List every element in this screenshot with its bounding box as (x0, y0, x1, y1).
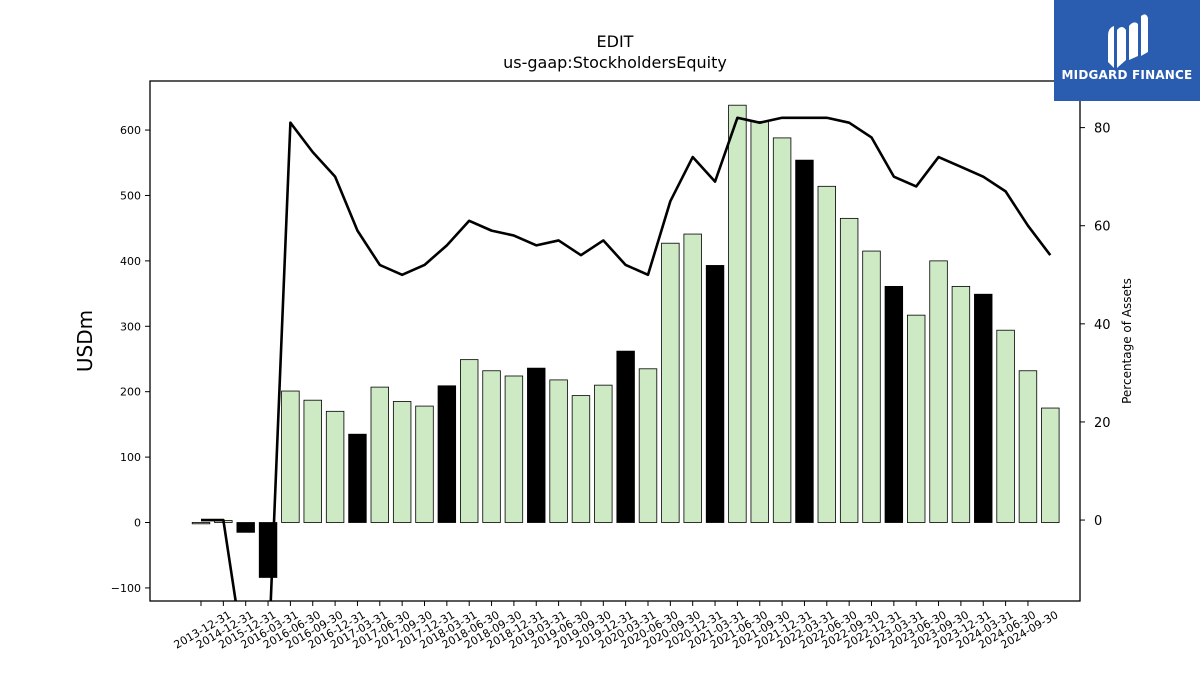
y2-tick-label: 60 (1094, 220, 1111, 235)
y-tick-label: 400 (120, 255, 141, 268)
bar (415, 405, 434, 523)
bar (348, 433, 367, 523)
bar (437, 385, 457, 523)
y-tick-label: 300 (120, 320, 141, 333)
y-tick-label: −100 (111, 582, 141, 595)
bar (303, 399, 322, 523)
y-tick-label: 200 (120, 386, 141, 399)
plot-area (191, 104, 1060, 601)
chart-title: EDIT (596, 32, 634, 51)
bar (951, 285, 971, 523)
bar (974, 293, 993, 523)
bar (616, 350, 635, 523)
y-tick-label: 600 (120, 124, 141, 137)
bar (705, 265, 725, 523)
midgard-logo-icon (1108, 14, 1148, 68)
bar (795, 159, 814, 523)
bar (862, 250, 881, 523)
chart-subtitle: us-gaap:StockholdersEquity (503, 53, 727, 72)
bar (884, 285, 904, 523)
bar (191, 522, 211, 525)
bar (482, 370, 501, 523)
y-tick-label: 100 (120, 451, 141, 464)
bar (504, 375, 524, 523)
bar (392, 401, 412, 523)
brand-logo: MIDGARD FINANCE (1054, 0, 1200, 101)
y2-tick-label: 40 (1094, 318, 1111, 333)
bar (661, 242, 680, 523)
y-tick-label: 0 (134, 517, 141, 530)
y2-tick-label: 20 (1094, 416, 1111, 431)
bar (527, 367, 546, 523)
y-tick-label: 500 (120, 189, 141, 202)
bar (325, 410, 345, 523)
y2-tick-label: 0 (1094, 514, 1102, 529)
bar (549, 379, 568, 523)
bar (370, 386, 390, 523)
bar (728, 104, 747, 523)
pct-assets-line (201, 116, 1052, 601)
bar (750, 121, 769, 523)
bar (817, 185, 837, 523)
bar (996, 329, 1015, 523)
bar (1041, 407, 1060, 523)
bar (571, 395, 591, 523)
y-axis-label: USDm (73, 310, 97, 372)
y2-axis-label: Percentage of Assets (1120, 278, 1134, 404)
bar (907, 314, 926, 523)
plot-frame (149, 80, 1081, 602)
bar (236, 522, 255, 533)
bar (683, 233, 702, 523)
y2-tick-label: 80 (1094, 122, 1111, 137)
bar (281, 390, 300, 523)
brand-name: MIDGARD FINANCE (1061, 68, 1193, 82)
bar (638, 368, 658, 523)
bar (594, 384, 613, 523)
bar (929, 260, 948, 523)
bar (839, 217, 859, 523)
bar (1018, 370, 1038, 523)
bar (772, 137, 792, 523)
bar (459, 359, 479, 523)
